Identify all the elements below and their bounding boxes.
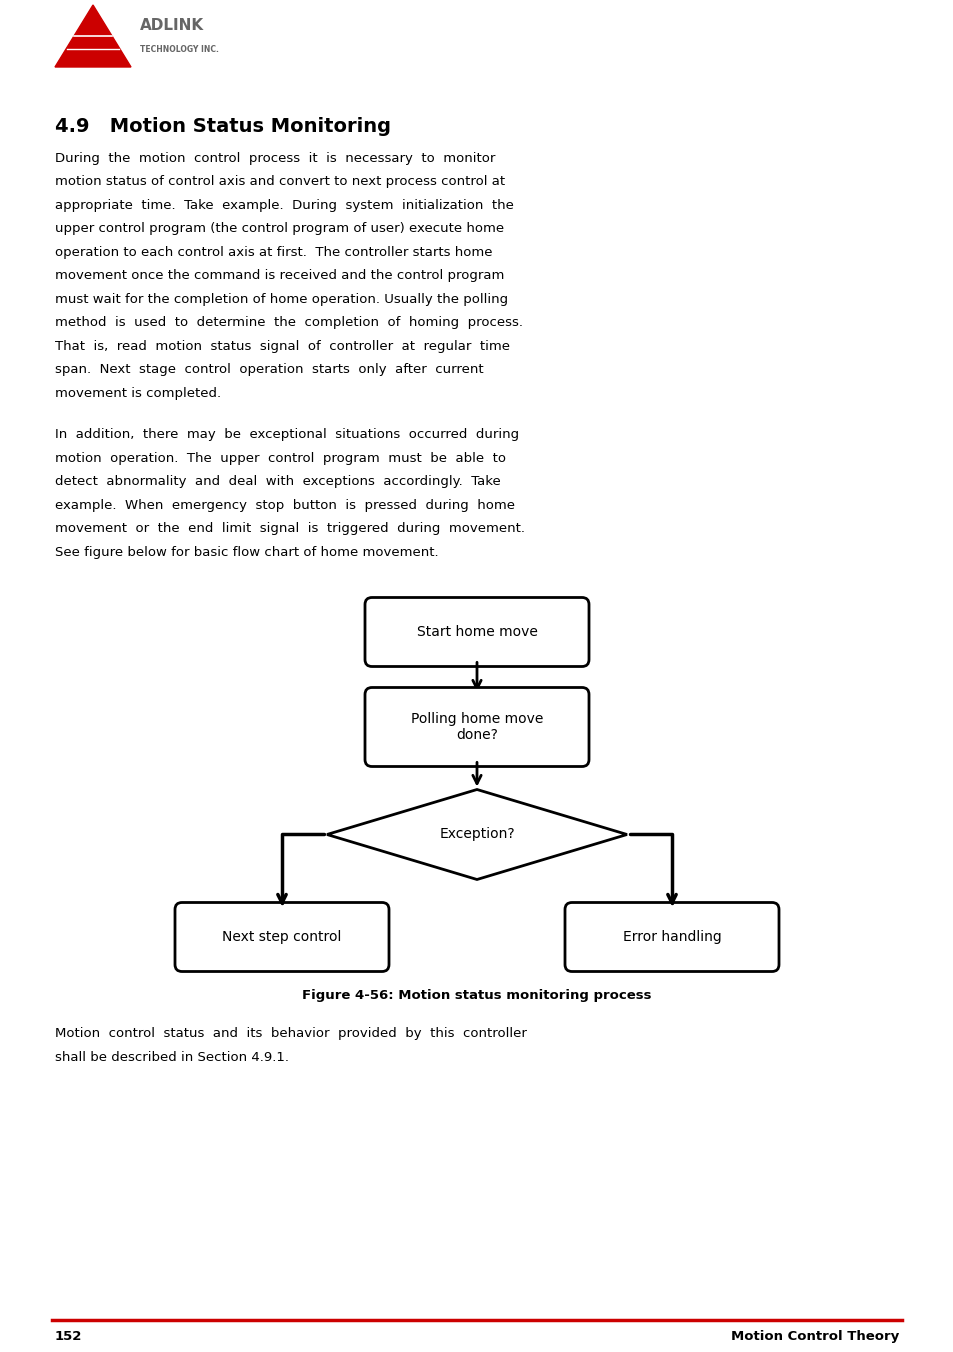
Text: Polling home move
done?: Polling home move done? [411, 713, 542, 742]
Text: method  is  used  to  determine  the  completion  of  homing  process.: method is used to determine the completi… [55, 316, 522, 330]
Text: TECHNOLOGY INC.: TECHNOLOGY INC. [140, 45, 218, 54]
Text: Error handling: Error handling [622, 930, 720, 944]
Text: must wait for the completion of home operation. Usually the polling: must wait for the completion of home ope… [55, 293, 508, 306]
Text: Exception?: Exception? [438, 827, 515, 841]
Text: Next step control: Next step control [222, 930, 341, 944]
FancyBboxPatch shape [365, 598, 588, 667]
Text: See figure below for basic flow chart of home movement.: See figure below for basic flow chart of… [55, 546, 438, 558]
Text: Start home move: Start home move [416, 625, 537, 639]
Text: Motion  control  status  and  its  behavior  provided  by  this  controller: Motion control status and its behavior p… [55, 1028, 526, 1041]
Text: That  is,  read  motion  status  signal  of  controller  at  regular  time: That is, read motion status signal of co… [55, 339, 510, 353]
Text: movement is completed.: movement is completed. [55, 387, 221, 400]
Text: 4.9   Motion Status Monitoring: 4.9 Motion Status Monitoring [55, 118, 391, 137]
Text: movement  or  the  end  limit  signal  is  triggered  during  movement.: movement or the end limit signal is trig… [55, 522, 524, 535]
Text: movement once the command is received and the control program: movement once the command is received an… [55, 269, 504, 283]
Text: Motion Control Theory: Motion Control Theory [730, 1330, 898, 1343]
Text: example.  When  emergency  stop  button  is  pressed  during  home: example. When emergency stop button is p… [55, 499, 515, 512]
Text: motion  operation.  The  upper  control  program  must  be  able  to: motion operation. The upper control prog… [55, 452, 505, 465]
FancyBboxPatch shape [174, 903, 389, 972]
Text: span.  Next  stage  control  operation  starts  only  after  current: span. Next stage control operation start… [55, 364, 483, 376]
Text: In  addition,  there  may  be  exceptional  situations  occurred  during: In addition, there may be exceptional si… [55, 429, 518, 442]
FancyBboxPatch shape [564, 903, 779, 972]
Text: detect  abnormality  and  deal  with  exceptions  accordingly.  Take: detect abnormality and deal with excepti… [55, 476, 500, 488]
Text: 152: 152 [55, 1330, 82, 1343]
Text: appropriate  time.  Take  example.  During  system  initialization  the: appropriate time. Take example. During s… [55, 199, 514, 212]
Text: motion status of control axis and convert to next process control at: motion status of control axis and conver… [55, 176, 504, 188]
Polygon shape [327, 790, 626, 880]
Text: operation to each control axis at first.  The controller starts home: operation to each control axis at first.… [55, 246, 492, 260]
FancyBboxPatch shape [365, 688, 588, 767]
Text: upper control program (the control program of user) execute home: upper control program (the control progr… [55, 223, 503, 235]
Text: During  the  motion  control  process  it  is  necessary  to  monitor: During the motion control process it is … [55, 151, 495, 165]
Polygon shape [55, 5, 131, 68]
Text: ADLINK: ADLINK [140, 18, 204, 32]
Text: shall be described in Section 4.9.1.: shall be described in Section 4.9.1. [55, 1051, 289, 1064]
Text: Figure 4-56: Motion status monitoring process: Figure 4-56: Motion status monitoring pr… [302, 990, 651, 1002]
